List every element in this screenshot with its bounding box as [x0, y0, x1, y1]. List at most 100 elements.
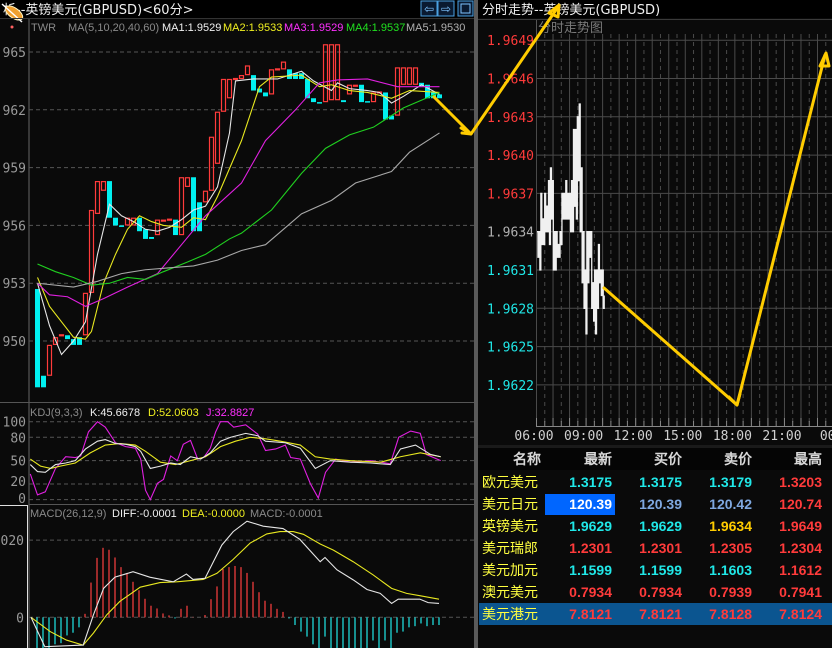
- candle-down[interactable]: [257, 88, 262, 93]
- table-row[interactable]: 澳元美元 0.7934 0.7934 0.7939 0.7941: [482, 584, 822, 601]
- candle-up[interactable]: [184, 177, 191, 187]
- prev-button[interactable]: ⇦: [420, 0, 438, 17]
- candle-up[interactable]: [406, 67, 413, 85]
- candlestick-chart[interactable]: [29, 44, 474, 388]
- candle-up[interactable]: [280, 61, 287, 70]
- candle-down[interactable]: [293, 73, 298, 79]
- candle-up[interactable]: [166, 218, 173, 221]
- instrument-name[interactable]: 美元日元: [482, 497, 538, 513]
- candle-up[interactable]: [208, 136, 215, 191]
- candle-down[interactable]: [287, 69, 292, 79]
- candle-down[interactable]: [365, 101, 370, 103]
- instrument-name[interactable]: 澳元美元: [482, 585, 538, 601]
- quote-cell: 120.74: [779, 496, 822, 512]
- candle-down[interactable]: [299, 73, 304, 79]
- column-header[interactable]: 最新: [584, 451, 612, 468]
- candle-down[interactable]: [35, 289, 40, 388]
- candle-up[interactable]: [334, 44, 341, 101]
- candle-down[interactable]: [77, 337, 82, 345]
- candle-down[interactable]: [197, 202, 202, 232]
- column-header[interactable]: 买价: [654, 452, 683, 468]
- time-tick-label: 09:00: [564, 429, 603, 444]
- candle-down[interactable]: [107, 181, 112, 218]
- table-row[interactable]: 美元加元 1.1599 1.1599 1.1603 1.1612: [482, 562, 822, 579]
- kdj-chart[interactable]: [29, 420, 474, 501]
- table-row[interactable]: 美元日元 120.39 120.39 120.42 120.74: [482, 494, 822, 515]
- candle-up[interactable]: [322, 44, 329, 103]
- candle-up[interactable]: [46, 344, 53, 376]
- candle-down[interactable]: [143, 229, 148, 239]
- candle-up[interactable]: [400, 67, 407, 85]
- macd-axis-frame: [0, 505, 28, 648]
- candle-down[interactable]: [41, 375, 46, 388]
- candle-down[interactable]: [65, 335, 70, 340]
- candle-down[interactable]: [71, 339, 76, 345]
- instrument-name[interactable]: 美元加元: [482, 563, 538, 579]
- instrument-name[interactable]: 欧元美元: [482, 475, 538, 491]
- candle-up[interactable]: [52, 337, 59, 346]
- candle-up[interactable]: [160, 219, 167, 222]
- candle-up[interactable]: [58, 334, 65, 337]
- candle-up[interactable]: [130, 217, 137, 226]
- candle-down[interactable]: [311, 98, 316, 103]
- candle-up[interactable]: [88, 209, 95, 293]
- candle-up[interactable]: [214, 111, 221, 164]
- candle-down[interactable]: [251, 75, 256, 91]
- candle-up[interactable]: [370, 92, 377, 103]
- instrument-name[interactable]: 美元瑞郎: [482, 541, 538, 557]
- price-tick-label: 1.9628: [487, 302, 534, 317]
- table-row[interactable]: 美元瑞郎 1.2301 1.2301 1.2305 1.2304: [482, 540, 822, 557]
- candle-down[interactable]: [137, 217, 142, 232]
- candle-up[interactable]: [238, 75, 245, 80]
- time-tick-label: 06:00: [514, 429, 553, 444]
- candle-up[interactable]: [394, 67, 401, 116]
- instrument-name[interactable]: 英镑美元: [482, 518, 538, 535]
- candle-up[interactable]: [82, 292, 89, 336]
- macd-chart[interactable]: [29, 520, 474, 648]
- table-row[interactable]: 英镑美元 1.9629 1.9629 1.9634 1.9649: [482, 518, 822, 535]
- candle-down[interactable]: [191, 177, 196, 232]
- candle-down[interactable]: [383, 92, 388, 120]
- next-button[interactable]: ⇨: [437, 0, 455, 17]
- candle-down[interactable]: [359, 84, 364, 103]
- candle-up[interactable]: [352, 84, 359, 87]
- table-row[interactable]: 欧元美元 1.3175 1.3175 1.3179 1.3203: [482, 474, 822, 491]
- candle-up[interactable]: [154, 219, 161, 236]
- candle-up[interactable]: [226, 78, 233, 99]
- candle-up[interactable]: [100, 181, 107, 191]
- candle-down[interactable]: [437, 94, 442, 99]
- candle-up[interactable]: [328, 44, 335, 101]
- candle-up[interactable]: [178, 177, 185, 236]
- candle-down[interactable]: [389, 115, 394, 120]
- table-row[interactable]: 美元港元 7.8121 7.8121 7.8128 7.8124: [479, 603, 832, 625]
- candle-down[interactable]: [113, 217, 118, 226]
- candle-down[interactable]: [149, 236, 154, 239]
- candle-down[interactable]: [173, 219, 178, 236]
- intraday-title: 分时走势--英镑美元(GBPUSD): [482, 2, 660, 18]
- candle-up[interactable]: [220, 78, 227, 112]
- instrument-name[interactable]: 美元港元: [482, 607, 538, 623]
- candle-up[interactable]: [244, 65, 251, 76]
- candle-down[interactable]: [263, 92, 268, 97]
- candle-up[interactable]: [268, 69, 275, 95]
- maximize-button[interactable]: [457, 0, 474, 17]
- intraday-panel: 分时走势--英镑美元(GBPUSD) 分时走势图 1.96491.96461.9…: [478, 0, 832, 625]
- candle-down[interactable]: [317, 102, 322, 104]
- candle-up[interactable]: [232, 77, 239, 81]
- intraday-chart[interactable]: [537, 103, 605, 335]
- candle-down[interactable]: [119, 225, 124, 227]
- arrow-left-icon: ⇦: [424, 2, 434, 16]
- candle-up[interactable]: [274, 68, 281, 71]
- column-header[interactable]: 名称: [513, 451, 541, 468]
- quote-cell: 1.2305: [709, 540, 752, 556]
- column-header[interactable]: 卖价: [724, 451, 753, 468]
- candle-up[interactable]: [94, 181, 101, 214]
- column-header[interactable]: 最高: [794, 451, 822, 468]
- candle-up[interactable]: [412, 67, 419, 85]
- candle-up[interactable]: [202, 190, 209, 203]
- candle-down[interactable]: [341, 100, 346, 103]
- panel-splitter[interactable]: [474, 0, 478, 648]
- quote-cell: 120.42: [709, 496, 752, 512]
- candle-down[interactable]: [305, 78, 310, 99]
